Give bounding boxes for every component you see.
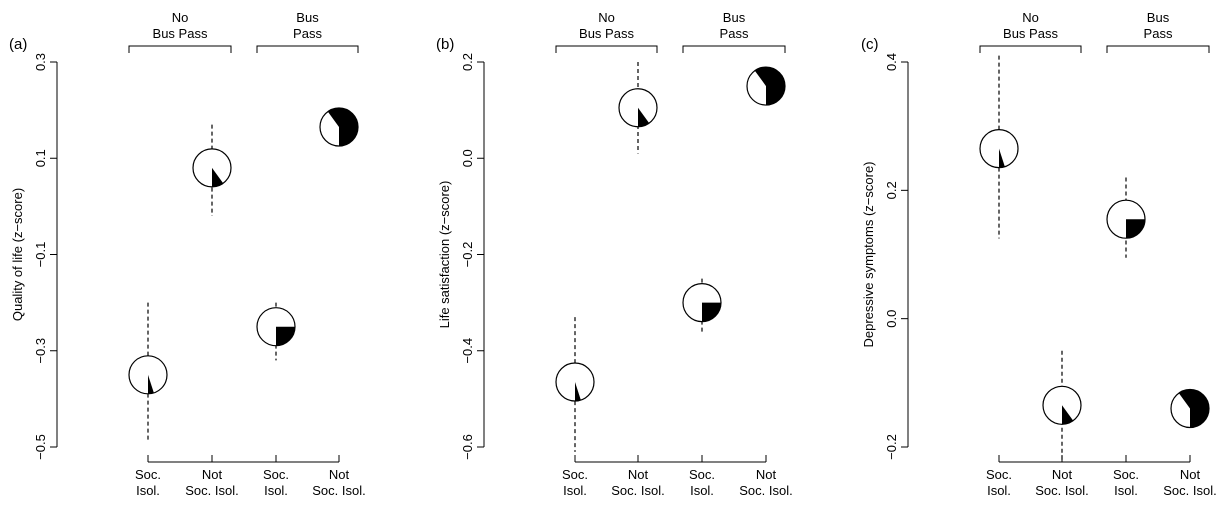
x-category-label: Not	[329, 467, 350, 482]
group-label: Bus	[1147, 10, 1170, 25]
pie-marker-outline	[1106, 199, 1146, 239]
pie-filled-wedge	[1062, 405, 1074, 425]
y-tick-label: 0.2	[460, 53, 475, 71]
pie-filled-wedge	[327, 107, 359, 146]
panel-2: (b) 0.2 0.0 −0.2 −0.4 −0.6 Life satisfaction (…	[436, 10, 793, 498]
y-tick-label: −0.5	[33, 434, 48, 460]
y-tick-label: −0.3	[33, 338, 48, 364]
x-category-label: Not	[1180, 467, 1201, 482]
group-label: Bus Pass	[579, 26, 634, 41]
x-category-label: Soc. Isol.	[312, 483, 365, 498]
group-label: No	[598, 10, 615, 25]
x-category-label: Not	[756, 467, 777, 482]
x-category-label: Not	[202, 467, 223, 482]
x-category-label: Soc. Isol.	[1163, 483, 1216, 498]
y-tick-label: 0.3	[33, 53, 48, 71]
pie-marker-outline	[746, 66, 786, 106]
pie-marker-outline	[1170, 388, 1210, 429]
x-category-label: Soc.	[986, 467, 1012, 482]
x-category-label: Isol.	[1114, 483, 1138, 498]
group-bracket	[555, 45, 658, 53]
x-category-label: Not	[1052, 467, 1073, 482]
group-label: No	[172, 10, 189, 25]
pie-marker-outline	[979, 129, 1019, 169]
x-category-label: Soc. Isol.	[1035, 483, 1088, 498]
panel-3: (c) 0.4 0.2 0.0 −0.2 Depressive symptoms (z−s…	[861, 10, 1217, 498]
pie-filled-wedge	[575, 382, 581, 402]
y-tick-label: 0.2	[884, 181, 899, 199]
y-axis-title: Depressive symptoms (z−score)	[861, 161, 876, 347]
panel-letter: (c)	[861, 36, 879, 53]
group-bracket	[979, 45, 1082, 53]
pie-marker-outline	[319, 107, 359, 147]
group-label: Pass	[720, 26, 749, 41]
x-category-label: Soc.	[1113, 467, 1139, 482]
y-tick-label: 0.1	[33, 149, 48, 167]
x-category-label: Soc. Isol.	[611, 483, 664, 498]
pie-filled-wedge	[1178, 389, 1210, 428]
x-category-label: Isol.	[690, 483, 714, 498]
group-bracket	[1106, 45, 1210, 53]
pie-filled-wedge	[1126, 219, 1145, 239]
y-tick-label: 0.0	[460, 149, 475, 167]
pie-marker-outline	[192, 148, 232, 188]
pie-filled-wedge	[754, 67, 785, 106]
group-label: No	[1022, 10, 1039, 25]
x-category-label: Soc.	[135, 467, 161, 482]
group-label: Pass	[293, 26, 322, 41]
y-axis-title: Quality of life (z−score)	[10, 188, 25, 321]
x-category-label: Soc.	[689, 467, 715, 482]
x-category-label: Soc. Isol.	[739, 483, 792, 498]
y-tick-label: −0.6	[460, 434, 475, 460]
pie-filled-wedge	[999, 148, 1005, 168]
pie-marker-outline	[256, 307, 296, 347]
x-category-label: Isol.	[987, 483, 1011, 498]
y-tick-label: −0.4	[460, 338, 475, 364]
y-tick-label: −0.1	[33, 242, 48, 268]
pie-marker-outline	[682, 283, 722, 323]
x-category-label: Isol.	[264, 483, 288, 498]
y-tick-label: −0.2	[460, 242, 475, 268]
panel-letter: (b)	[436, 36, 454, 53]
y-tick-label: 0.4	[884, 53, 899, 71]
pie-filled-wedge	[148, 374, 154, 394]
pie-filled-wedge	[212, 167, 224, 187]
pie-marker-outline	[555, 362, 595, 402]
y-tick-label: 0.0	[884, 310, 899, 328]
pie-marker-outline	[618, 88, 658, 128]
x-category-label: Isol.	[563, 483, 587, 498]
group-label: Bus	[296, 10, 319, 25]
y-tick-label: −0.2	[884, 434, 899, 460]
pie-filled-wedge	[702, 302, 721, 322]
pie-filled-wedge	[276, 326, 295, 346]
group-bracket	[128, 45, 232, 53]
group-label: Bus Pass	[1003, 26, 1058, 41]
panel-letter: (a)	[9, 36, 27, 53]
x-category-label: Soc.	[263, 467, 289, 482]
x-category-label: Soc.	[562, 467, 588, 482]
pie-marker-outline	[128, 355, 168, 395]
x-category-label: Soc. Isol.	[185, 483, 238, 498]
x-category-label: Isol.	[136, 483, 160, 498]
y-axis-title: Life satisfaction (z−score)	[437, 181, 452, 329]
group-label: Bus Pass	[153, 26, 208, 41]
group-label: Bus	[723, 10, 746, 25]
pie-marker-outline	[1042, 385, 1082, 425]
group-bracket	[256, 45, 359, 53]
pie-filled-wedge	[638, 107, 650, 127]
panel-1: (a) 0.3 0.1 −0.1 −0.3 −0.5 Quality of life (z−…	[9, 10, 366, 498]
group-bracket	[682, 45, 786, 53]
group-label: Pass	[1144, 26, 1173, 41]
x-category-label: Not	[628, 467, 649, 482]
